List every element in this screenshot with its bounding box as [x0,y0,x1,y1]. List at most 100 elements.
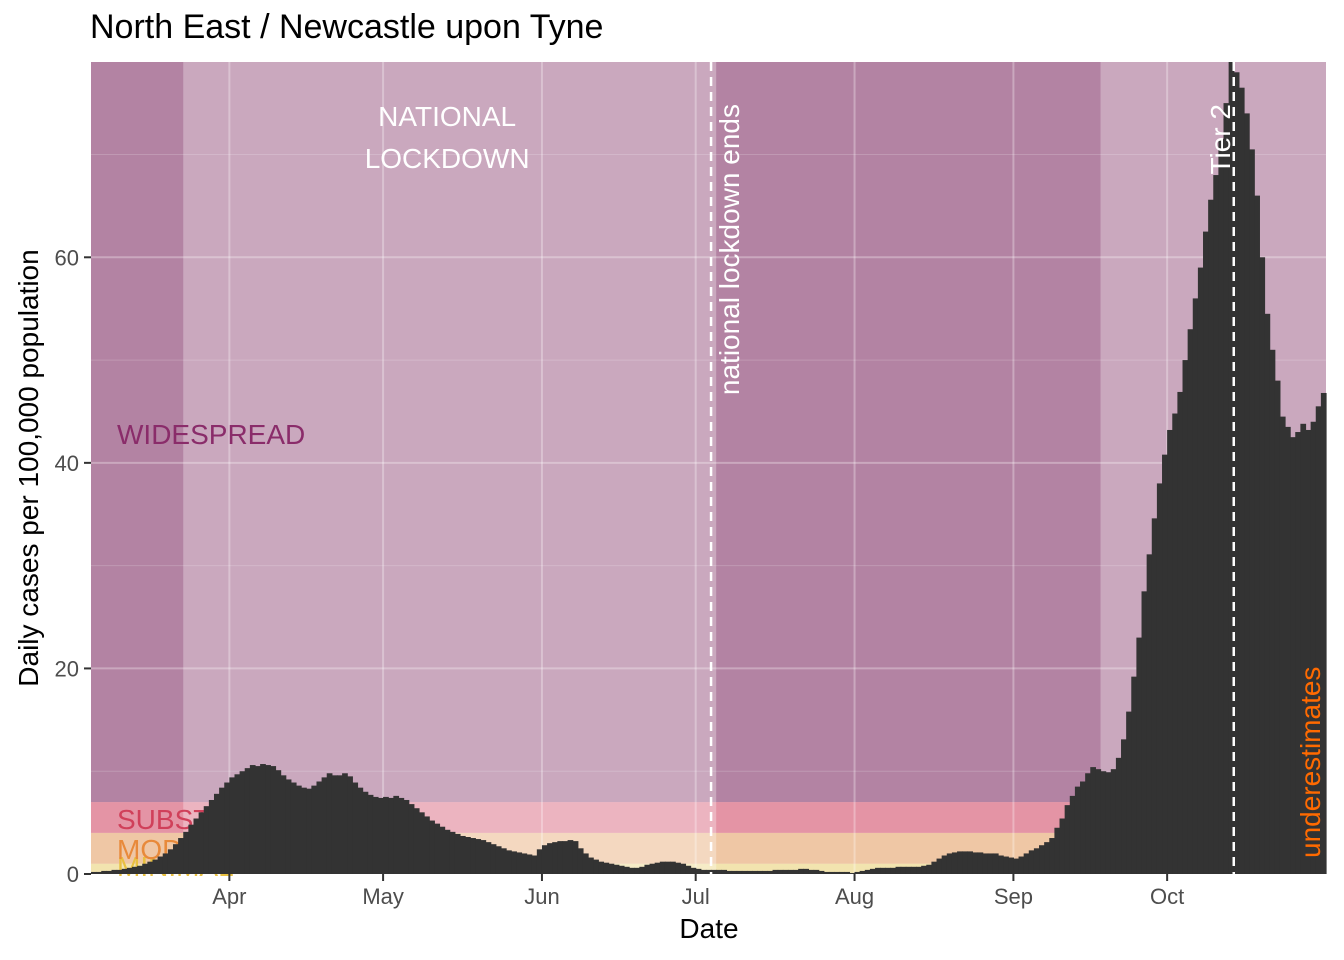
bar [654,862,661,874]
bar [126,867,133,874]
bar [183,831,189,874]
bar [1013,858,1020,874]
bar [383,796,389,874]
bar [1105,772,1112,874]
bar [342,773,348,874]
bar [936,858,943,874]
bar [239,771,246,874]
bar [731,870,738,874]
bar [951,852,958,874]
bar [511,851,517,874]
bar [736,870,743,874]
bar [465,837,471,874]
lockdown-label: NATIONAL LOCKDOWN [365,101,530,174]
bar [418,812,425,874]
bar [1003,856,1009,874]
bar [900,866,907,874]
y-axis-title: Daily cases per 100,000 population [13,249,44,686]
event-lines [709,62,1236,874]
bar [1049,838,1055,874]
bar [301,787,307,874]
bar [828,871,835,874]
bar [1141,591,1148,874]
x-tick-label: Jun [524,884,559,909]
bar [388,797,394,874]
bar [1218,139,1225,875]
bar [295,785,302,874]
bar [634,867,640,874]
bar [869,868,876,874]
bar [1028,850,1035,874]
bar [834,871,840,874]
bar [439,826,446,874]
bar [685,865,692,874]
bar [859,870,866,874]
bar [875,867,881,874]
bar [926,864,933,874]
annotations: NATIONAL LOCKDOWN national lockdown ends … [365,101,1326,858]
bar [1285,426,1291,874]
bar [506,850,512,874]
bar [475,839,482,874]
bar [249,765,256,874]
bar [526,854,533,874]
bar [213,793,220,874]
bar [1018,856,1025,874]
bar [910,866,917,874]
bar [1023,853,1030,874]
bar [967,851,974,874]
bar [285,779,292,874]
bar [1008,857,1014,874]
bar [649,863,656,874]
bar [1279,416,1286,874]
bar [772,869,779,874]
bar [962,851,968,874]
bar [782,869,789,874]
bar [803,868,810,874]
bar [429,820,435,874]
bar [675,862,681,874]
bar [1244,113,1250,874]
bar [787,869,794,874]
bar [1228,62,1235,874]
bar [1177,391,1184,874]
bar [336,775,343,874]
bar [172,844,179,874]
bar [762,870,769,874]
bar [752,870,758,874]
bar [393,795,400,874]
bar [557,841,564,874]
bar [582,853,589,874]
bar [982,853,989,874]
bar [1274,380,1281,874]
x-axis-title: Date [679,913,738,944]
bar [121,868,128,874]
bar [1300,423,1307,874]
bar [326,773,333,874]
bar [162,853,169,874]
bar [1069,795,1076,874]
bar [941,855,948,874]
underestimates-label: underestimates [1295,667,1326,858]
bar [716,869,722,874]
bar [1126,711,1132,874]
bar [536,849,543,874]
bar [1146,554,1153,874]
bar [244,768,251,874]
bar [823,871,830,874]
bar [1074,786,1081,874]
level-band-minimal [91,863,1326,874]
bar [562,841,569,874]
bar [629,867,635,874]
bar [864,869,871,874]
bar [331,775,338,874]
bar [1151,518,1158,874]
bar [813,869,820,874]
bar [998,855,1004,874]
bar [219,787,225,874]
bar [916,866,922,874]
bar [275,770,282,874]
bar [459,835,466,874]
lockdown-shade-0 [183,62,717,874]
bar [106,870,113,874]
